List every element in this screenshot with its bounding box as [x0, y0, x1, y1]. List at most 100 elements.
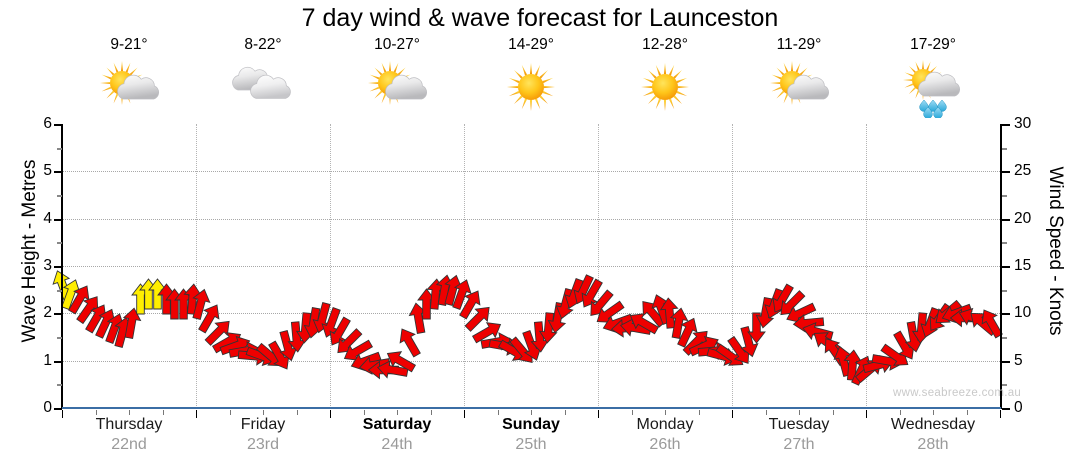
x-axis-tick: [531, 410, 532, 415]
axis-tick: [1002, 195, 1007, 197]
gridline-v: [866, 124, 867, 408]
x-axis-tick: [162, 410, 164, 415]
day-name: Wednesday: [890, 416, 976, 433]
day-column-wednesday: 17-29°: [866, 36, 1000, 124]
x-axis-tick: [95, 410, 97, 415]
sunny-icon: [627, 56, 703, 118]
sun-behind-cloud-icon: [761, 56, 837, 118]
x-axis-tick: [966, 410, 968, 415]
bottom-axis-line: [62, 407, 1001, 409]
axis-tick: [57, 242, 62, 245]
x-axis-tick: [62, 410, 63, 418]
axis-tick: [54, 171, 62, 174]
day-header-strip: 9-21°: [62, 36, 1000, 124]
x-axis-tick: [631, 410, 633, 415]
left-axis-tick-label: 6: [43, 115, 52, 132]
left-axis-tick-label: 4: [43, 209, 52, 227]
gridline-v: [464, 124, 465, 408]
gridline-v: [598, 124, 599, 408]
gridline-h: [62, 360, 1000, 362]
chart-plot-area: [51, 124, 1003, 408]
gridline-v: [732, 124, 733, 408]
day-date: 28th: [917, 436, 949, 453]
axis-tick: [1002, 360, 1010, 363]
x-axis-day-labels: Thursday 22nd Friday 23rd Saturday 24th Sunday…: [62, 415, 1000, 465]
day-temperature-range: 17-29°: [910, 36, 956, 53]
axis-tick: [1002, 266, 1010, 268]
x-label-wednesday: Wednesday 28th: [866, 415, 1000, 465]
axis-tick: [1002, 242, 1007, 245]
day-column-friday: 8-22°: [196, 36, 330, 124]
page-title: 7 day wind & wave forecast for Launcesto…: [301, 4, 779, 32]
x-axis-tick: [330, 410, 331, 418]
day-name: Tuesday: [768, 416, 830, 433]
x-axis-tick: [497, 410, 499, 415]
gridline-h: [62, 266, 1000, 267]
x-axis-tick: [263, 410, 264, 415]
right-axis-tick-label: 15: [1014, 257, 1032, 274]
axis-tick: [57, 147, 62, 150]
x-label-sunday: Sunday 25th: [464, 415, 598, 465]
day-column-monday: 12-28°: [598, 36, 732, 124]
x-label-friday: Friday 23rd: [196, 415, 330, 465]
x-axis-tick: [464, 410, 465, 418]
sun-behind-cloud-icon: [359, 56, 435, 118]
left-axis-tick-label: 0: [43, 399, 52, 416]
gridline-h: [62, 218, 1000, 220]
x-label-saturday: Saturday 24th: [330, 415, 464, 465]
left-axis-title: Wave Height - Metres: [19, 159, 40, 343]
axis-tick: [1002, 313, 1010, 316]
x-axis-tick: [899, 410, 901, 415]
left-axis-tick-label: 2: [43, 304, 52, 322]
right-axis-tick-label: 25: [1014, 162, 1032, 180]
day-column-saturday: 10-27°: [330, 36, 464, 124]
axis-tick: [1002, 171, 1010, 174]
day-name: Monday: [636, 416, 694, 433]
axis-tick: [1002, 147, 1007, 150]
axis-tick: [57, 384, 62, 387]
day-temperature-range: 12-28°: [642, 36, 688, 53]
cloudy-icon: [225, 56, 301, 118]
day-name: Saturday: [362, 416, 432, 433]
left-axis-tick-label: 5: [43, 162, 52, 180]
axis-tick: [54, 266, 62, 268]
gridline-v: [330, 124, 331, 408]
axis-tick: [1002, 384, 1007, 387]
sunny-icon: [493, 56, 569, 118]
x-axis-tick: [196, 410, 197, 418]
x-axis-tick: [866, 410, 867, 418]
right-axis-tick-label: 20: [1014, 209, 1032, 227]
day-date: 24th: [381, 436, 413, 453]
left-axis-tick-label: 3: [43, 257, 52, 274]
site-watermark: www.seabreeze.com.au: [893, 387, 1022, 399]
day-date: 22nd: [111, 436, 147, 453]
axis-tick: [57, 289, 62, 292]
day-temperature-range: 14-29°: [508, 36, 554, 53]
day-column-thursday: 9-21°: [62, 36, 196, 124]
x-axis-tick: [698, 410, 700, 415]
sun-cloud-rain-icon: [895, 56, 971, 119]
x-axis-tick: [765, 410, 767, 415]
axis-tick: [1002, 337, 1007, 339]
right-axis-line: [1000, 124, 1002, 409]
x-axis-tick: [129, 410, 130, 415]
x-axis-tick: [363, 410, 365, 415]
x-label-tuesday: Tuesday 27th: [732, 415, 866, 465]
day-date: 25th: [515, 436, 547, 453]
x-axis-tick: [296, 410, 298, 415]
axis-tick: [1002, 408, 1010, 410]
x-axis-tick: [430, 410, 432, 415]
axis-tick: [57, 337, 62, 339]
day-name: Sunday: [502, 416, 560, 433]
day-temperature-range: 10-27°: [374, 36, 420, 53]
right-axis-tick-label: 0: [1014, 399, 1023, 416]
axis-tick: [1002, 289, 1007, 292]
x-label-monday: Monday 26th: [598, 415, 732, 465]
x-axis-tick: [1000, 410, 1001, 418]
x-axis-tick: [598, 410, 599, 418]
right-axis-tick-label: 5: [1014, 351, 1023, 369]
x-axis-tick: [832, 410, 834, 415]
right-axis-tick-label: 10: [1014, 304, 1032, 322]
x-axis-tick: [397, 410, 398, 415]
